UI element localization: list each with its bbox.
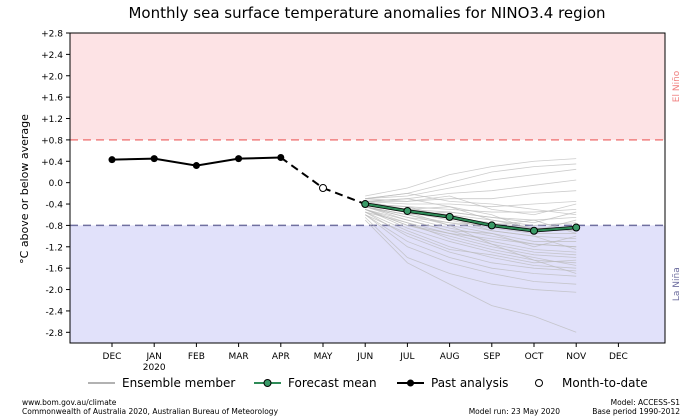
past-analysis-point: [277, 154, 285, 162]
el-nino-label: El Niño: [672, 70, 682, 102]
past-analysis-point: [235, 155, 243, 163]
ensemble-member-line: [365, 163, 577, 200]
forecast-mean-line: [365, 203, 577, 232]
y-tick-label: +0.8: [41, 136, 63, 146]
x-tick-label: JUN: [356, 352, 373, 362]
ensemble-member-line: [365, 211, 577, 266]
ensemble-member-line: [365, 179, 577, 202]
y-tick-label: -0.8: [45, 222, 63, 232]
ensemble-member-line: [365, 192, 577, 216]
chart-title: Monthly sea surface temperature anomalie…: [128, 4, 605, 22]
el-nino-band: [70, 33, 665, 140]
ensemble-member-line: [365, 214, 577, 264]
footer-base-period: Base period 1990-2012: [592, 407, 680, 416]
x-tick-label: SEP: [483, 352, 500, 362]
ensemble-member-line: [365, 158, 577, 197]
month-to-date-connector: [280, 156, 366, 205]
y-tick-label: -1.6: [45, 265, 63, 275]
forecast-mean-point: [403, 206, 412, 215]
x-tick-label: OCT: [525, 352, 544, 362]
ensemble-member-line: [364, 214, 577, 277]
ensemble-member-line: [365, 209, 577, 248]
ensemble-member-line: [365, 203, 577, 250]
ensemble-member-line: [364, 219, 577, 333]
month-to-date-point: [319, 184, 327, 192]
plot-frame: [69, 32, 666, 344]
y-tick-label: +2.4: [41, 51, 63, 61]
footer-model-run: Model run: 23 May 2020: [469, 407, 561, 416]
ensemble-member-line: [365, 200, 577, 208]
y-axis-label: °C above or below average: [18, 114, 31, 264]
ensemble-member-line: [365, 211, 577, 272]
legend-forecast-marker: [263, 379, 272, 387]
legend-mtd-label: Month-to-date: [562, 376, 648, 390]
legend-forecast-label: Forecast mean: [288, 376, 377, 390]
la-nina-band: [70, 225, 665, 343]
x-tick-label: MAR: [229, 352, 249, 362]
past-analysis-point: [192, 162, 200, 170]
x-tick-label: AUG: [440, 352, 460, 362]
ensemble-member-line: [365, 208, 577, 256]
legend: Ensemble member Forecast mean Past analy…: [88, 376, 648, 390]
forecast-mean-point: [445, 212, 454, 221]
ensemble-member-line: [365, 168, 577, 200]
legend-past-label: Past analysis: [431, 376, 508, 390]
x-tick-label: DEC: [609, 352, 628, 362]
footer-copyright: Commonwealth of Australia 2020, Australi…: [22, 407, 279, 416]
ensemble-member-line: [365, 208, 577, 248]
x-tick-label: MAY: [314, 352, 333, 362]
past-analysis-point: [150, 155, 158, 163]
y-tick-label: -2.8: [45, 329, 63, 339]
ensemble-member-line: [364, 217, 577, 293]
x-tick-label: JAN: [146, 352, 162, 362]
y-tick-label: -2.0: [45, 286, 63, 296]
ensemble-member-line: [364, 214, 577, 285]
legend-mtd-marker: [535, 379, 543, 387]
forecast-mean-point: [361, 200, 370, 209]
ensemble-member-line: [365, 209, 577, 264]
past-analysis-point: [108, 156, 116, 164]
y-tick-label: -2.4: [45, 307, 63, 317]
legend-past-marker: [407, 379, 414, 387]
x-tick-year-label: 2020: [143, 363, 166, 373]
y-tick-label: -1.2: [45, 243, 63, 253]
y-tick-label: +2.8: [41, 30, 63, 40]
legend-ensemble-label: Ensemble member: [122, 376, 235, 390]
x-tick-label: APR: [272, 352, 290, 362]
x-tick-label: FEB: [188, 352, 205, 362]
la-nina-label: La Niña: [672, 267, 682, 301]
footer-model: Model: ACCESS-S1: [611, 398, 681, 407]
y-tick-label: +1.6: [41, 94, 63, 104]
y-tick-label: -0.4: [45, 201, 63, 211]
x-tick-label: DEC: [103, 352, 122, 362]
forecast-mean-point: [572, 223, 581, 232]
y-tick-label: +1.2: [41, 115, 63, 125]
ensemble-member-line: [365, 190, 577, 202]
forecast-mean-point: [530, 226, 538, 235]
y-tick-label: 0.0: [49, 179, 64, 189]
y-tick-label: +2.0: [41, 72, 63, 82]
y-tick-label: +0.4: [41, 158, 63, 168]
forecast-mean-point: [487, 221, 496, 230]
ensemble-member-line: [365, 206, 577, 224]
x-tick-label: NOV: [566, 352, 587, 362]
footer-url: www.bom.gov.au/climate: [22, 398, 117, 407]
x-tick-label: JUL: [399, 352, 414, 362]
